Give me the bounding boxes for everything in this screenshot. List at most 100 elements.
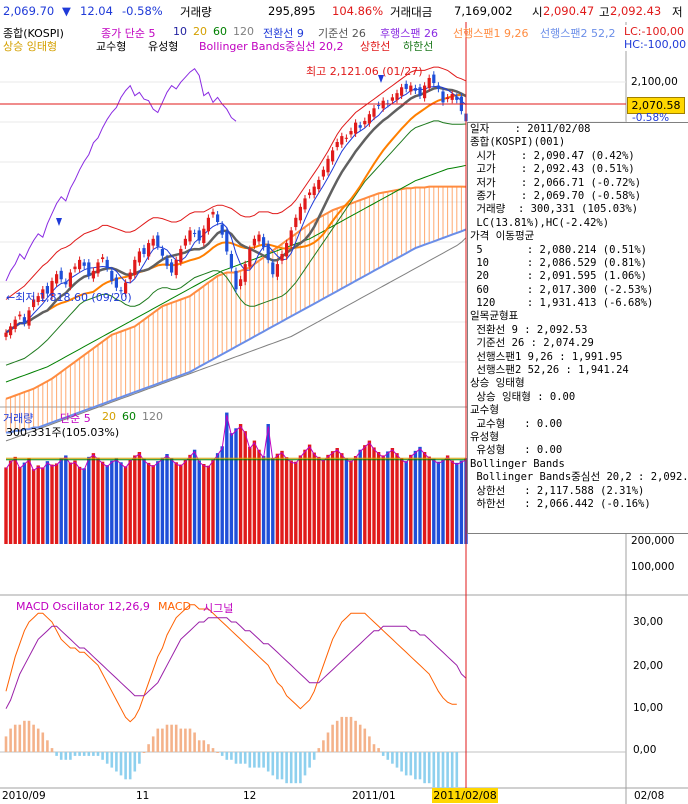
candle-body bbox=[160, 248, 164, 256]
macd-osc-bar bbox=[50, 748, 54, 752]
macd-osc-bar bbox=[358, 724, 362, 752]
volume-bar bbox=[137, 452, 142, 544]
volume-bar bbox=[156, 461, 160, 544]
candle-body bbox=[423, 85, 427, 99]
macd-ytick-10: 10,00 bbox=[633, 702, 664, 714]
macd-osc-bar bbox=[285, 752, 288, 784]
volume-bar bbox=[36, 465, 40, 544]
volume-bar bbox=[31, 469, 36, 544]
volume-bar bbox=[261, 456, 266, 544]
legend-bollinger: Bollinger Bands중심선 20,2 bbox=[199, 40, 344, 53]
volume-bar bbox=[110, 460, 114, 544]
candle-body bbox=[64, 281, 68, 285]
volume-bar bbox=[27, 458, 31, 544]
macd-osc-bar bbox=[395, 752, 399, 768]
volume-bar bbox=[321, 459, 326, 544]
info-line: 기준선 26 : 2,074.29 bbox=[470, 337, 594, 350]
price-pct-label: -0.58% bbox=[632, 112, 670, 124]
ma120-line bbox=[5, 237, 467, 442]
candle-body bbox=[262, 237, 266, 248]
macd-osc-bar bbox=[294, 752, 298, 784]
volume-bar bbox=[386, 451, 390, 544]
info-line: 하한선 : 2,066.442 (-0.16%) bbox=[470, 497, 651, 510]
info-line: 저가 : 2,066.71 (-0.72%) bbox=[470, 176, 642, 189]
macd-osc-bar bbox=[78, 752, 81, 756]
macd-osc-bar bbox=[243, 752, 247, 764]
macd-osc-bar bbox=[128, 752, 132, 780]
macd-osc-bar bbox=[216, 752, 219, 753]
volume-bar bbox=[390, 448, 395, 544]
volume-bar bbox=[243, 431, 247, 544]
candle-body bbox=[340, 136, 344, 145]
volume-bar bbox=[284, 457, 289, 544]
volume-bar bbox=[220, 446, 224, 544]
legend-cloud-pattern: 상승 잉태형 bbox=[3, 40, 58, 53]
info-line: 선행스팬2 52,26 : 1,941.24 bbox=[470, 364, 629, 377]
volume-bar bbox=[280, 450, 284, 544]
macd-osc-bar bbox=[354, 720, 357, 752]
legend-kijun: 기준선 26 bbox=[318, 27, 366, 40]
info-line: 상승 잉태형 bbox=[470, 377, 525, 390]
volume-pct: 104.86% bbox=[332, 4, 384, 18]
high-label: 고 bbox=[599, 5, 610, 19]
macd-osc-bar bbox=[4, 736, 8, 752]
candle-body bbox=[455, 96, 459, 100]
volume-value: 295,895 bbox=[268, 4, 316, 18]
candle-body bbox=[202, 228, 206, 244]
volume-bar bbox=[363, 445, 367, 544]
macd-osc-bar bbox=[23, 720, 26, 752]
candle-body bbox=[308, 192, 312, 196]
candle-body bbox=[147, 243, 151, 257]
volume-bar bbox=[114, 458, 119, 544]
low-label: 저 bbox=[672, 5, 683, 19]
volume-bar bbox=[59, 458, 63, 544]
legend-ma60: 60 bbox=[213, 25, 227, 38]
candle-body bbox=[331, 150, 335, 162]
legend-ma20: 20 bbox=[193, 25, 207, 38]
info-line: 거래량 : 300,331 (105.03%) bbox=[470, 203, 639, 216]
info-line: 10 : 2,086.529 (0.81%) bbox=[470, 256, 648, 269]
candle-body bbox=[372, 108, 376, 117]
legend-ma-label: 종가 단순 5 bbox=[101, 27, 156, 40]
volume-bar bbox=[77, 466, 82, 544]
volume-bar bbox=[179, 464, 183, 544]
macd-osc-bar bbox=[32, 724, 35, 752]
candle-body bbox=[124, 282, 128, 294]
macd-osc-bar bbox=[220, 752, 224, 756]
open-value: 2,090.47 bbox=[543, 4, 595, 18]
candle-body bbox=[197, 230, 201, 241]
volume-bar bbox=[146, 462, 151, 544]
volume-bar bbox=[294, 461, 298, 544]
volume-bar bbox=[303, 449, 307, 544]
kijun-line bbox=[5, 86, 467, 334]
volume-bar bbox=[183, 460, 188, 544]
candle-body bbox=[4, 332, 8, 337]
low-annotation: ←최저 1,818.60 (09/20) bbox=[6, 291, 132, 304]
candle-body bbox=[349, 131, 353, 135]
volume-legend-ma120: 120 bbox=[142, 410, 163, 423]
candle-body bbox=[404, 83, 408, 89]
candle-body bbox=[151, 238, 155, 246]
volume-bar bbox=[128, 459, 132, 544]
volume-bar bbox=[450, 460, 454, 544]
data-info-panel: 일자 : 2011/02/08 종합(KOSPI)(001) 시가 : 2,090… bbox=[467, 122, 688, 534]
pattern-marker-1 bbox=[56, 218, 62, 226]
senkou-span-b-line bbox=[6, 228, 467, 434]
volume-label: 거래량 bbox=[180, 5, 212, 19]
volume-bar bbox=[409, 454, 413, 544]
tenkan-line bbox=[5, 85, 467, 334]
macd-osc-bar bbox=[317, 748, 321, 752]
ma60-line bbox=[5, 164, 467, 383]
macd-ytick-0: 0,00 bbox=[633, 744, 657, 756]
candle-body bbox=[326, 158, 330, 173]
volume-legend-ma60: 60 bbox=[122, 410, 136, 423]
macd-osc-bar bbox=[322, 740, 325, 752]
high-annotation: 최고 2,121.06 (01/27) bbox=[306, 65, 423, 78]
info-line: 교수형 bbox=[470, 404, 499, 417]
pattern-marker-2 bbox=[378, 75, 384, 83]
amount-value: 7,169,002 bbox=[454, 4, 513, 18]
legend-bb-lower: 하한선 bbox=[403, 40, 434, 53]
candle-body bbox=[206, 217, 210, 232]
macd-osc-bar bbox=[96, 752, 100, 756]
macd-osc-bar bbox=[308, 752, 311, 768]
